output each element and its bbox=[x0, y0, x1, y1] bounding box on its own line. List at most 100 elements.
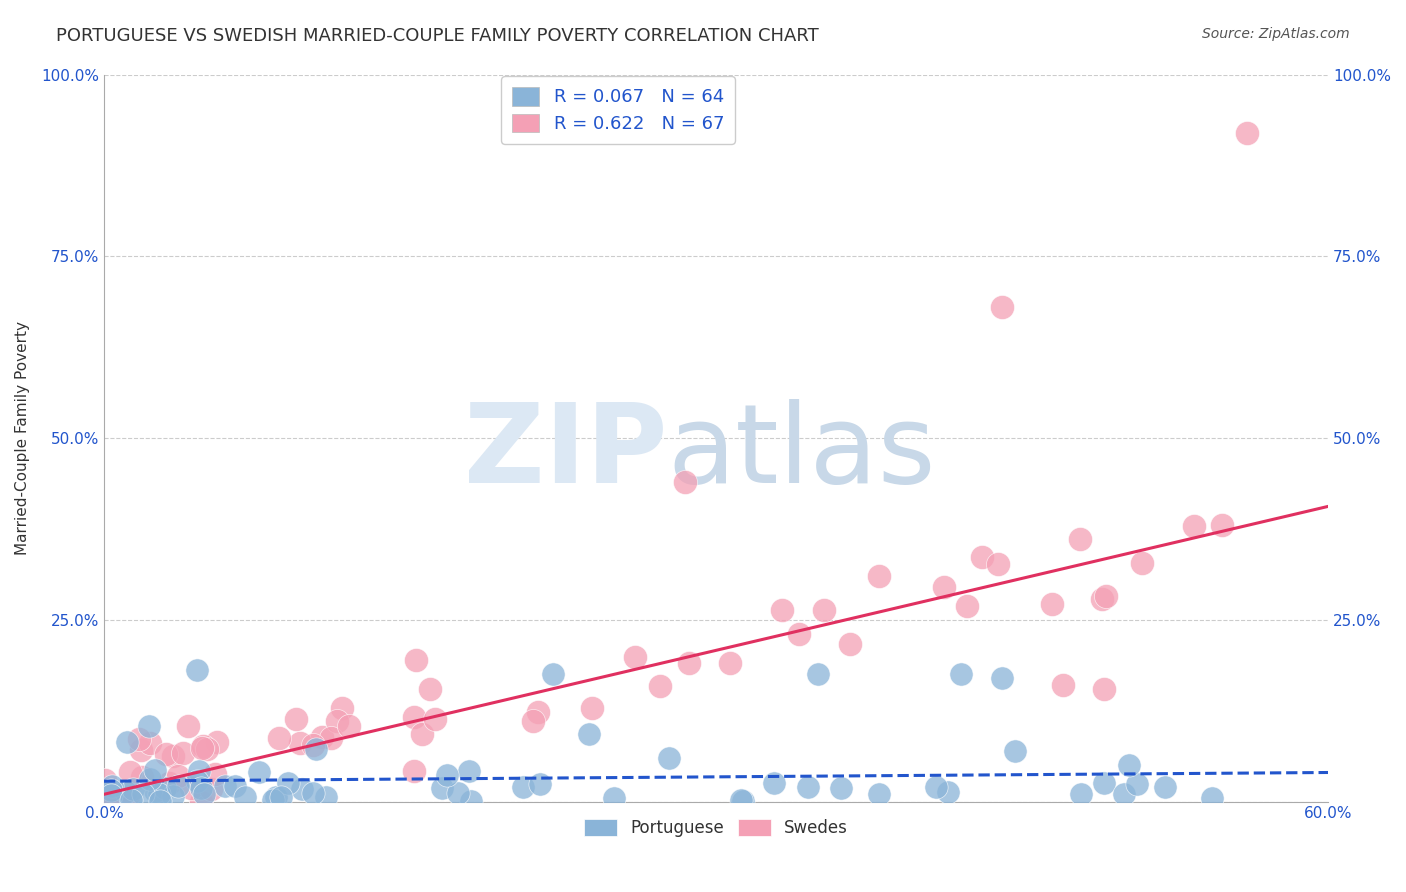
Point bbox=[949, 667, 972, 681]
Point bbox=[319, 731, 342, 745]
Point bbox=[972, 550, 994, 565]
Point bbox=[925, 780, 948, 794]
Point bbox=[990, 671, 1012, 685]
Point bbox=[460, 794, 482, 808]
Point bbox=[787, 626, 810, 640]
Point bbox=[128, 731, 150, 746]
Point bbox=[117, 788, 139, 802]
Point bbox=[578, 726, 600, 740]
Point bbox=[270, 789, 292, 804]
Point bbox=[148, 787, 170, 801]
Point bbox=[763, 776, 786, 790]
Point bbox=[290, 782, 312, 797]
Point bbox=[305, 742, 328, 756]
Point bbox=[96, 790, 118, 805]
Point bbox=[315, 790, 337, 805]
Point bbox=[1052, 678, 1074, 692]
Point bbox=[155, 781, 177, 796]
Point bbox=[987, 557, 1010, 571]
Point bbox=[162, 748, 184, 763]
Point bbox=[159, 776, 181, 790]
Point bbox=[458, 764, 481, 778]
Point bbox=[277, 776, 299, 790]
Point bbox=[447, 786, 470, 800]
Point bbox=[264, 790, 287, 805]
Point bbox=[581, 701, 603, 715]
Point bbox=[432, 780, 454, 795]
Point bbox=[190, 795, 212, 809]
Point bbox=[1126, 776, 1149, 790]
Point bbox=[1130, 556, 1153, 570]
Point bbox=[1201, 791, 1223, 805]
Point bbox=[1092, 776, 1115, 790]
Point bbox=[100, 788, 122, 802]
Point bbox=[332, 700, 354, 714]
Point bbox=[1114, 787, 1136, 801]
Point bbox=[1094, 589, 1116, 603]
Point bbox=[770, 603, 793, 617]
Point bbox=[302, 786, 325, 800]
Point bbox=[436, 768, 458, 782]
Point bbox=[730, 793, 752, 807]
Point bbox=[990, 300, 1012, 314]
Point bbox=[522, 714, 544, 728]
Point bbox=[166, 769, 188, 783]
Point bbox=[1154, 780, 1177, 794]
Text: PORTUGUESE VS SWEDISH MARRIED-COUPLE FAMILY POVERTY CORRELATION CHART: PORTUGUESE VS SWEDISH MARRIED-COUPLE FAM… bbox=[56, 27, 818, 45]
Point bbox=[326, 714, 349, 729]
Point bbox=[115, 795, 138, 809]
Point bbox=[120, 792, 142, 806]
Point bbox=[839, 637, 862, 651]
Point bbox=[143, 763, 166, 777]
Point bbox=[419, 681, 441, 696]
Point bbox=[177, 718, 200, 732]
Point bbox=[678, 656, 700, 670]
Point bbox=[526, 705, 548, 719]
Point bbox=[956, 599, 979, 613]
Point bbox=[186, 663, 208, 677]
Point bbox=[262, 793, 284, 807]
Point bbox=[284, 712, 307, 726]
Point bbox=[98, 792, 121, 806]
Point bbox=[132, 788, 155, 802]
Point bbox=[675, 475, 697, 489]
Point bbox=[1118, 758, 1140, 772]
Point bbox=[235, 790, 257, 805]
Text: Source: ZipAtlas.com: Source: ZipAtlas.com bbox=[1202, 27, 1350, 41]
Point bbox=[117, 735, 139, 749]
Point bbox=[1091, 592, 1114, 607]
Point bbox=[186, 773, 208, 788]
Point bbox=[1211, 518, 1233, 533]
Point bbox=[733, 794, 755, 808]
Point bbox=[813, 603, 835, 617]
Point bbox=[100, 783, 122, 797]
Point bbox=[188, 764, 211, 779]
Point bbox=[149, 794, 172, 808]
Point bbox=[129, 743, 152, 757]
Point bbox=[172, 746, 194, 760]
Point bbox=[868, 569, 890, 583]
Point bbox=[1236, 126, 1258, 140]
Point bbox=[868, 787, 890, 801]
Point bbox=[190, 780, 212, 795]
Point bbox=[204, 766, 226, 780]
Point bbox=[1182, 519, 1205, 533]
Point bbox=[512, 780, 534, 795]
Point bbox=[411, 727, 433, 741]
Point bbox=[718, 657, 741, 671]
Text: atlas: atlas bbox=[666, 399, 935, 506]
Point bbox=[195, 741, 218, 756]
Point bbox=[423, 712, 446, 726]
Point bbox=[830, 781, 852, 796]
Point bbox=[94, 772, 117, 787]
Point bbox=[114, 785, 136, 799]
Point bbox=[247, 765, 270, 780]
Point bbox=[162, 789, 184, 803]
Point bbox=[404, 710, 426, 724]
Point bbox=[1070, 787, 1092, 801]
Point bbox=[1069, 533, 1091, 547]
Point bbox=[166, 780, 188, 794]
Point bbox=[139, 736, 162, 750]
Point bbox=[405, 653, 427, 667]
Point bbox=[193, 787, 215, 801]
